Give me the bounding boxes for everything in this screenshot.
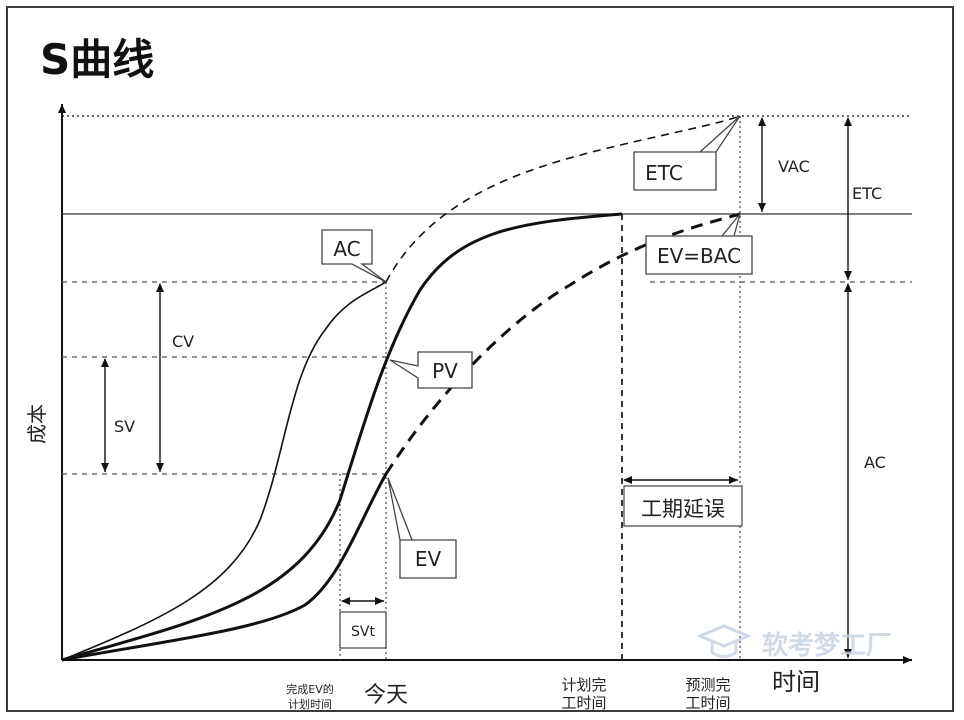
x-axis-label: 时间: [772, 668, 820, 696]
watermark: 软考梦工厂: [696, 624, 892, 661]
delay-box: 工期延误: [623, 485, 743, 527]
watermark-text: 软考梦工厂: [762, 631, 892, 661]
sv-label: SV: [114, 417, 135, 436]
ev-curve: [61, 473, 388, 662]
pv-curve: [61, 212, 623, 662]
pv-callout-label: PV: [432, 359, 458, 383]
svt-box: SVt: [339, 611, 387, 649]
ev-forecast-curve: [384, 212, 741, 475]
graduation-cap-icon: [696, 624, 752, 658]
ev-callout: EV: [387, 477, 457, 579]
forecast-finish-label-line1: 预测完: [685, 676, 730, 694]
etc-callout: ETC: [633, 115, 741, 191]
etc-callout-label: ETC: [645, 161, 683, 185]
vac-label: VAC: [778, 157, 810, 176]
delay-label: 工期延误: [641, 497, 725, 521]
forecast-finish-label-line2: 工时间: [685, 694, 730, 712]
ev-bac-callout-label: EV=BAC: [657, 244, 741, 268]
svt-label: SVt: [351, 624, 375, 640]
pv-callout: PV: [389, 351, 473, 389]
ac-right-label: AC: [864, 453, 886, 472]
etc-forecast-curve: [385, 115, 741, 283]
ac-curve: [61, 281, 387, 661]
diagram-title: S曲线: [40, 35, 155, 84]
today-label: 今天: [364, 683, 408, 708]
ev-planned-time-label-line2: 计划时间: [288, 698, 332, 711]
planned-finish-label-line2: 工时间: [561, 694, 606, 712]
ac-callout-label: AC: [333, 237, 360, 261]
ev-callout-label: EV: [415, 547, 442, 571]
ev-bac-callout: EV=BAC: [645, 213, 753, 275]
diagram-frame: [6, 6, 954, 712]
y-axis-label: 成本: [25, 404, 49, 444]
cv-label: CV: [172, 332, 194, 351]
ev-planned-time-label-line1: 完成EV的: [286, 682, 333, 696]
ac-callout: AC: [321, 229, 387, 283]
planned-finish-label-line1: 计划完: [561, 676, 606, 694]
etc-right-label: ETC: [852, 184, 882, 203]
